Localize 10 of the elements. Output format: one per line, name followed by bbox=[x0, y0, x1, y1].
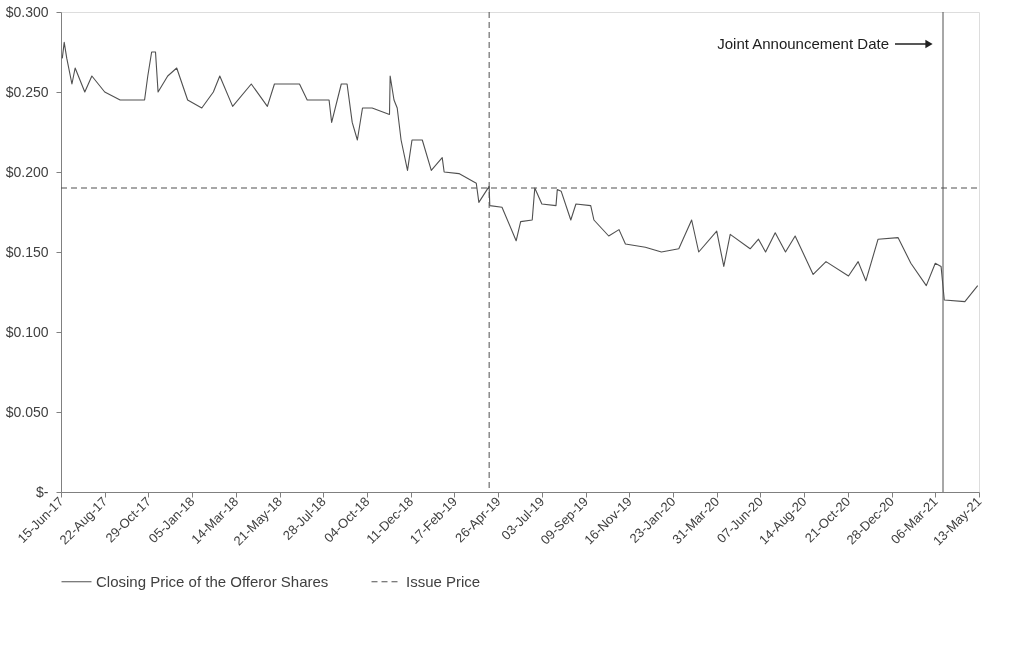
y-tick-label: $- bbox=[36, 483, 49, 500]
y-tick-label: $0.150 bbox=[5, 243, 49, 260]
annotation: Joint Announcement Date bbox=[717, 35, 889, 52]
y-tick-label: $0.100 bbox=[5, 323, 49, 340]
y-tick-label: $0.200 bbox=[5, 163, 49, 180]
y-tick-label: $0.050 bbox=[5, 403, 49, 420]
legend-label: Issue Price bbox=[406, 572, 481, 590]
y-tick-label: $0.250 bbox=[5, 83, 49, 100]
y-tick-label: $0.300 bbox=[5, 3, 49, 20]
legend-label: Closing Price of the Offeror Shares bbox=[96, 572, 329, 590]
